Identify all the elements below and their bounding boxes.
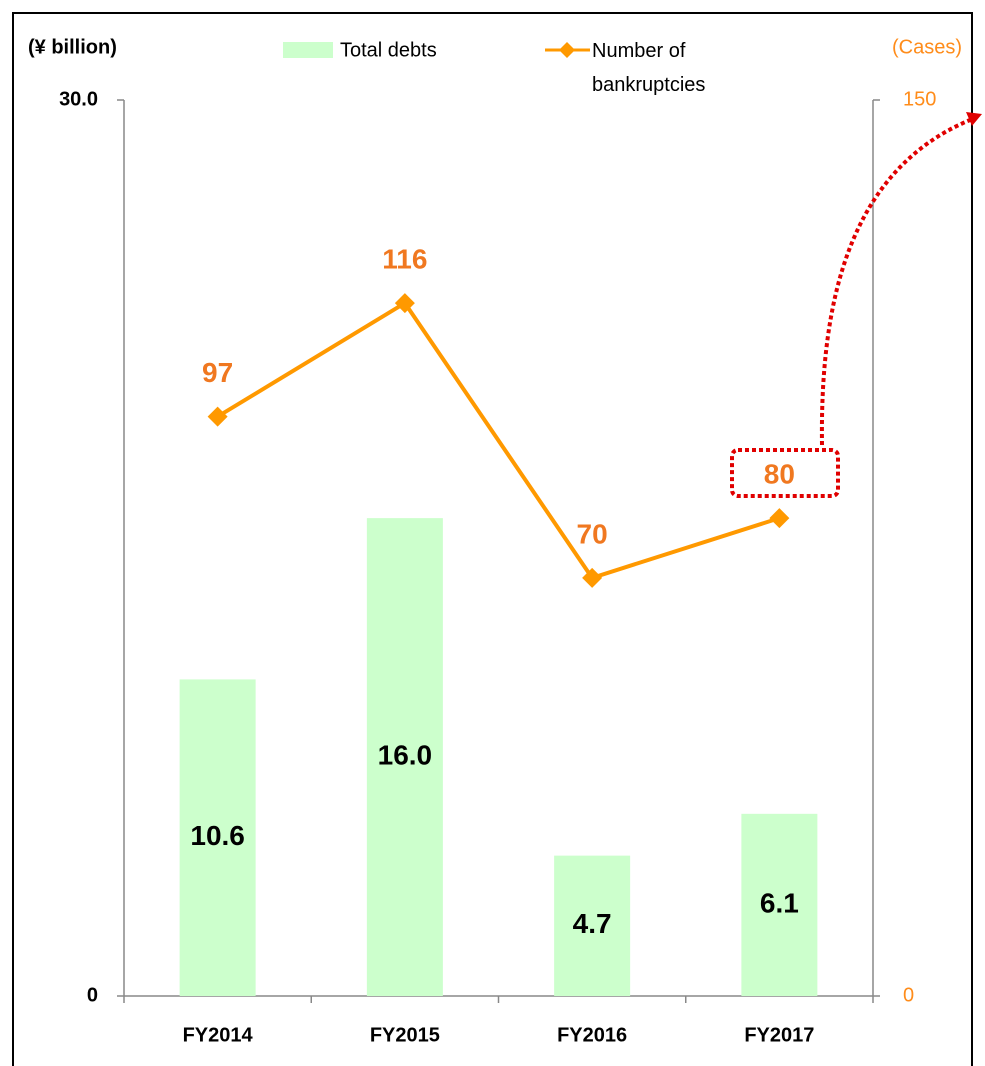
line-marker [207, 406, 228, 427]
x-tick-label: FY2014 [183, 1024, 254, 1046]
highlight-box [730, 448, 840, 498]
line-value-label: 80 [764, 459, 795, 490]
legend-label: Total debts [340, 39, 437, 61]
x-tick-label: FY2015 [370, 1024, 440, 1046]
line-value-label: 97 [202, 357, 233, 388]
legend-swatch [283, 42, 333, 58]
highlight-arrow [819, 118, 971, 446]
bar [554, 855, 631, 996]
line-marker [769, 508, 790, 529]
line-marker [394, 293, 415, 314]
bar [741, 813, 818, 996]
legend-marker [559, 42, 575, 58]
bar-value-label: 4.7 [573, 908, 612, 939]
bar-value-label: 16.0 [378, 739, 433, 770]
legend-label: Number of bankruptcies [592, 40, 706, 96]
bar-value-label: 6.1 [760, 887, 799, 918]
y2-axis-label: (Cases) [892, 36, 962, 58]
line-value-label: 116 [382, 243, 427, 274]
line [216, 300, 780, 581]
y-tick-label: 30.0 [59, 88, 98, 110]
line-value-label: 70 [577, 518, 608, 549]
arrow-head [966, 112, 982, 126]
y2-tick-label: 150 [903, 88, 936, 110]
bar [179, 679, 256, 996]
y-tick-label: 0 [87, 984, 98, 1006]
frame [12, 12, 973, 1066]
x-tick-label: FY2017 [744, 1024, 814, 1046]
bar [366, 518, 443, 996]
bar-value-label: 10.6 [190, 820, 245, 851]
y2-tick-label: 0 [903, 984, 914, 1006]
line-marker [582, 567, 603, 588]
y-axis-label: (¥ billion) [28, 36, 117, 58]
x-tick-label: FY2016 [557, 1024, 627, 1046]
